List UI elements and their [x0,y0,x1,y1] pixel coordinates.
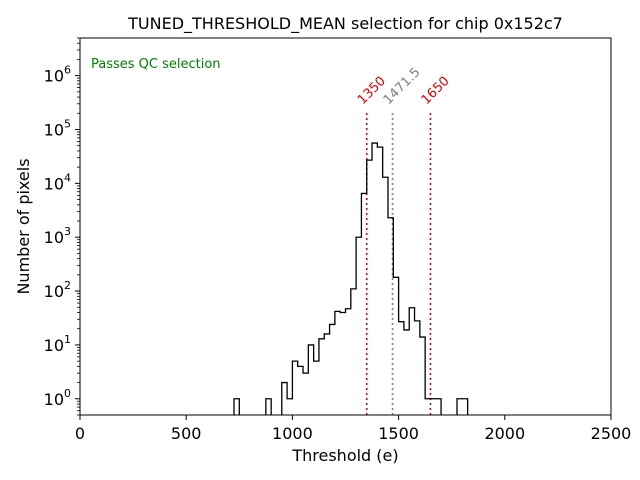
histogram-bin [346,309,351,415]
histogram-bin [266,399,271,415]
histogram-outline [233,142,469,415]
threshold-label: 1350 [355,74,389,108]
histogram-bin [377,147,382,415]
y-tick-label: 104 [44,171,71,193]
histogram-bin [314,361,319,415]
chart-title: TUNED_THRESHOLD_MEAN selection for chip … [127,14,563,34]
y-tick-label: 102 [44,279,71,301]
histogram-bin [351,289,356,415]
histogram-bin [303,373,308,415]
histogram-bin [298,366,303,415]
x-tick-label: 500 [171,424,202,443]
threshold-label: 1471.5 [381,65,424,108]
x-axis: 0 500 1000 1500 2000 2500 [75,415,631,443]
plot-frame [79,37,612,416]
y-tick-label: 101 [44,333,71,355]
histogram-bin [383,177,388,415]
x-tick-label: 1500 [378,424,419,443]
x-tick-label: 0 [75,424,85,443]
histogram-bin [335,311,340,415]
x-axis-label: Threshold (e) [291,446,398,465]
y-tick-label: 105 [44,118,71,140]
histogram-bin [399,322,404,415]
histogram-bin [234,399,239,415]
histogram-bin [404,330,409,415]
histogram-bin [420,337,425,415]
y-axis-label: Number of pixels [14,158,33,294]
histogram-bin [409,308,414,415]
histogram-bin [292,361,297,415]
histogram-bin [324,334,329,415]
histogram-bins [234,143,468,415]
histogram-bin [308,345,313,415]
y-tick-label: 100 [44,387,71,409]
histogram-bin [430,399,435,415]
histogram-bin [367,160,372,415]
y-tick-label: 106 [44,64,71,86]
threshold-label: 1650 [419,74,453,108]
histogram-bin [287,399,292,415]
histogram-bin [319,339,324,415]
y-axis: 100 101 102 103 104 105 106 [44,37,80,416]
histogram-bin [372,143,377,415]
histogram-bin [330,324,335,415]
qc-annotation: Passes QC selection [91,57,221,72]
histogram-bin [282,383,287,415]
x-tick-label: 2500 [591,424,632,443]
histogram-bin [436,399,441,415]
y-tick-label: 103 [44,225,71,247]
histogram-bin [457,399,462,415]
histogram-bin [340,313,345,415]
histogram-bin [356,237,361,415]
histogram-bin [393,277,398,415]
x-tick-label: 1000 [272,424,313,443]
histogram-bin [388,218,393,415]
histogram-bin [425,399,430,415]
histogram-bin [415,321,420,415]
histogram-bin [361,193,366,415]
x-tick-label: 2000 [484,424,525,443]
histogram-bin [462,399,467,415]
